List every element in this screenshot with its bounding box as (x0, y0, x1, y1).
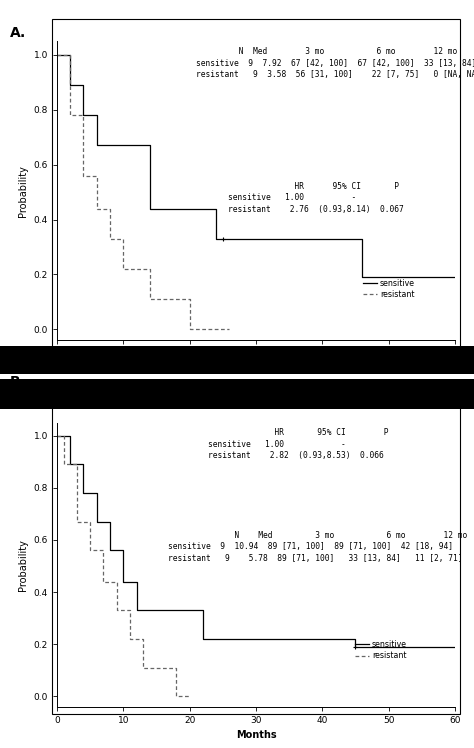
Text: HR      95% CI       P
sensitive   1.00          -
resistant    2.76  (0.93,8.14: HR 95% CI P sensitive 1.00 - resistant 2… (228, 182, 404, 214)
X-axis label: Months: Months (236, 364, 276, 374)
X-axis label: Months: Months (236, 731, 276, 741)
Y-axis label: Probability: Probability (18, 165, 28, 217)
Text: N    Med         3 mo           6 mo        12 mo
sensitive  9  10.94  89 [71, 1: N Med 3 mo 6 mo 12 mo sensitive 9 10.94 … (168, 530, 468, 562)
Text: B.: B. (9, 375, 25, 390)
Legend: sensitive, resistant: sensitive, resistant (359, 275, 418, 302)
Text: N  Med        3 mo           6 mo        12 mo
sensitive  9  7.92  67 [42, 100] : N Med 3 mo 6 mo 12 mo sensitive 9 7.92 6… (196, 47, 474, 79)
Text: HR       95% CI        P
sensitive   1.00            -
resistant    2.82  (0.93,: HR 95% CI P sensitive 1.00 - resistant 2… (208, 429, 389, 460)
Text: A.: A. (9, 26, 26, 40)
Y-axis label: Probability: Probability (18, 539, 28, 591)
Legend: sensitive, resistant: sensitive, resistant (352, 637, 410, 663)
